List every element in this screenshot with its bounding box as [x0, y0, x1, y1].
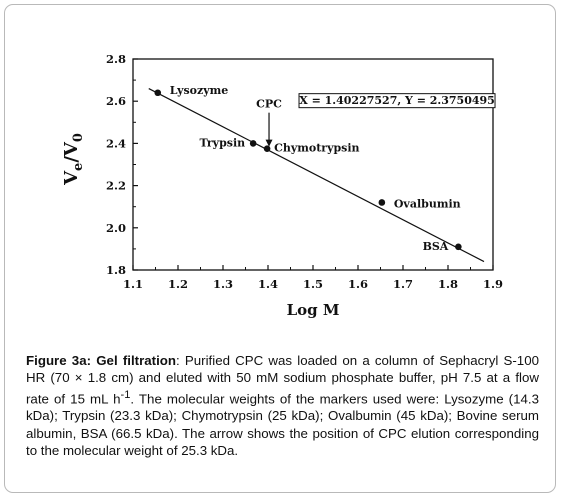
y-tick-label: 2.0 [106, 221, 126, 235]
data-point-ovalbumin [378, 199, 386, 206]
caption-topic: Gel filtration [96, 353, 177, 368]
caption-text-part2: . The molecular weights of the markers u… [26, 391, 539, 458]
x-tick-label: 1.6 [348, 277, 368, 291]
fit-line [148, 88, 485, 263]
data-point-lysozyme [154, 89, 162, 97]
y-axis-title-slash-v: /V [61, 141, 82, 163]
y-axis-title-sub-0: 0 [71, 133, 86, 142]
x-axis-title: Log M [287, 301, 340, 319]
y-tick-label: 1.8 [106, 263, 126, 277]
cpc-label: CPC [256, 98, 282, 111]
x-tick-label: 1.2 [168, 277, 188, 291]
y-tick-label: 2.4 [106, 136, 126, 150]
y-tick-label: 2.6 [106, 94, 126, 108]
point-label-bsa: BSA [423, 240, 449, 253]
x-tick-label: 1.4 [258, 277, 278, 291]
figure-caption: Figure 3a: Gel filtration: Purified CPC … [26, 352, 539, 459]
data-points: Lysozyme Trypsin Chymotrypsin Ovalbumin BSA [154, 84, 462, 253]
caption-superscript: -1 [120, 388, 131, 401]
caption-text-part1: Purified CPC was loaded on a column of S… [26, 353, 539, 407]
coordinate-box [298, 93, 496, 109]
x-tick-label: 1.8 [438, 277, 458, 291]
point-label-trypsin: Trypsin [200, 136, 246, 149]
data-point-trypsin [249, 140, 257, 147]
x-tick-label: 1.5 [303, 277, 323, 291]
point-label-ovalbumin: Ovalbumin [394, 197, 461, 210]
x-tick-label: 1.3 [213, 277, 233, 291]
x-tick-label: 1.9 [483, 277, 503, 291]
y-axis-title-v: V [61, 170, 82, 186]
data-point-bsa [455, 243, 462, 251]
gel-filtration-chart: 1.1 1.2 1.3 1.4 1.5 1.6 1.7 1.8 1.9 1.8 2.0 2.2 2.4… [61, 52, 503, 319]
figure-frame: 1.1 1.2 1.3 1.4 1.5 1.6 1.7 1.8 1.9 1.8 2.0 2.2 2.4… [4, 4, 556, 493]
y-tick-label: 2.8 [106, 52, 126, 66]
caption-colon: : [176, 353, 180, 368]
data-point-chymotrypsin [263, 145, 271, 152]
coordinate-readout: X = 1.40227527, Y = 2.3750495 [299, 94, 495, 107]
y-tick-label: 2.2 [106, 179, 126, 193]
y-axis-title: Ve/V0 [61, 133, 86, 186]
y-ticks: 1.8 2.0 2.2 2.4 2.6 2.8 [106, 52, 138, 277]
chart-area: 1.1 1.2 1.3 1.4 1.5 1.6 1.7 1.8 1.9 1.8 2.0 2.2 2.4… [23, 17, 523, 342]
y-axis-title-sub-e: e [71, 163, 86, 171]
x-ticks: 1.1 1.2 1.3 1.4 1.5 1.6 1.7 1.8 1.9 [123, 265, 503, 291]
cpc-marker: CPC X = 1.40227527, Y = 2.3750495 [256, 93, 496, 147]
cpc-arrow-head [265, 139, 273, 147]
point-label-lysozyme: Lysozyme [170, 84, 229, 97]
point-label-chymotrypsin: Chymotrypsin [274, 142, 359, 155]
x-tick-label: 1.7 [393, 277, 413, 291]
caption-figure-number: Figure 3a: [26, 353, 92, 368]
x-tick-label: 1.1 [123, 277, 143, 291]
